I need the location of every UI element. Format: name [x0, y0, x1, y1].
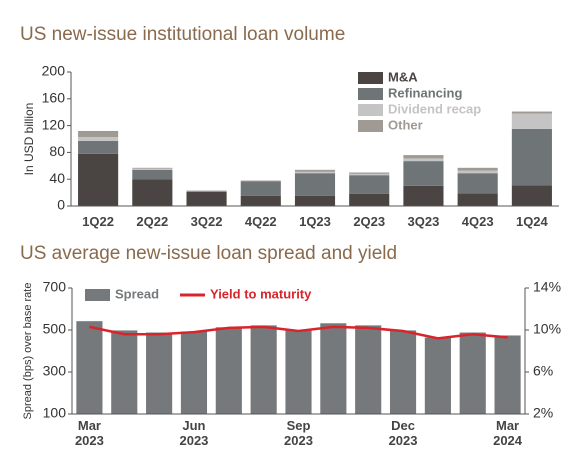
x-tick-label: 4Q22 [244, 214, 277, 229]
bar [132, 179, 173, 206]
x-tick-label: 3Q23 [407, 214, 440, 229]
bar [240, 195, 281, 206]
x-tick-label: 1Q24 [515, 214, 548, 229]
chart-title: US average new-issue loan spread and yie… [20, 243, 397, 264]
legend-swatch [358, 120, 383, 132]
bar [457, 173, 498, 194]
bar [511, 185, 552, 206]
bar [78, 136, 119, 142]
bar [511, 111, 552, 114]
legend-swatch [358, 72, 383, 84]
bar [389, 330, 417, 414]
x-tick-label: Mar 2023 [74, 418, 104, 448]
legend-swatch [85, 289, 110, 301]
y2-tick-label: 2% [533, 405, 553, 421]
y-tick-label: 40 [49, 170, 65, 186]
y-tick-label: 200 [42, 63, 66, 79]
bar [403, 185, 444, 206]
legend-label: Yield to maturity [210, 286, 312, 301]
legend-label: Other [388, 117, 423, 132]
bar [180, 331, 208, 414]
bar [78, 153, 119, 206]
legend-label: Spread [115, 286, 159, 301]
y2-tick-label: 14% [533, 279, 561, 295]
y-tick-label: 80 [49, 143, 65, 159]
legend-swatch [358, 104, 383, 116]
x-tick-label: Mar 2024 [493, 418, 523, 448]
legend-label: Dividend recap [388, 101, 481, 116]
bar [250, 325, 277, 414]
line [89, 325, 508, 340]
x-tick-label: Dec 2023 [388, 418, 418, 448]
y-tick-label: 0 [57, 197, 65, 213]
bar [132, 169, 173, 180]
bar [294, 171, 336, 174]
bar [186, 190, 227, 192]
bar [494, 335, 521, 414]
y-tick-label: 700 [43, 279, 67, 295]
bar [294, 169, 336, 172]
bar [294, 195, 336, 206]
bar [403, 161, 444, 186]
bar [76, 321, 103, 414]
bar [349, 175, 390, 194]
x-tick-label: Sep 2023 [284, 418, 313, 448]
bar [132, 168, 173, 170]
bar [349, 173, 390, 176]
x-tick-label: 1Q22 [82, 214, 115, 229]
x-tick-label: 2Q22 [136, 214, 169, 229]
bar [240, 180, 281, 182]
y-tick-label: 120 [42, 116, 66, 132]
chart-title: US new-issue institutional loan volume [20, 24, 345, 45]
y-axis-label: In USD billion [22, 103, 36, 176]
y-tick-label: 160 [42, 90, 66, 106]
bar [457, 193, 498, 206]
bar [355, 325, 382, 414]
bar [459, 332, 486, 414]
x-tick-label: 4Q23 [461, 214, 494, 229]
bar [511, 113, 552, 129]
legend-label: Refinancing [388, 85, 462, 100]
bar [424, 337, 451, 414]
x-tick-label: 2Q23 [353, 214, 386, 229]
bar [186, 191, 227, 192]
bar [457, 170, 498, 174]
bar [294, 173, 336, 196]
bar [403, 155, 444, 159]
bar [78, 130, 119, 137]
legend-swatch [358, 88, 383, 100]
bar [349, 172, 390, 174]
bar [132, 167, 173, 169]
x-tick-label: 3Q22 [190, 214, 223, 229]
y2-tick-label: 6% [533, 363, 553, 379]
y2-tick-label: 10% [533, 321, 561, 337]
bar [215, 327, 242, 414]
bar [78, 141, 119, 154]
bar [457, 167, 498, 171]
bar [320, 323, 347, 414]
bar [349, 193, 390, 206]
y-tick-label: 500 [43, 321, 67, 337]
bar [240, 181, 281, 196]
y-tick-label: 300 [43, 363, 67, 379]
bar [511, 128, 552, 186]
y-axis-label: Spread (bps) over base rate [22, 283, 34, 420]
y-tick-label: 100 [43, 405, 67, 421]
bar [111, 330, 138, 414]
bar [186, 191, 227, 206]
bar [146, 332, 173, 414]
bar [403, 158, 444, 162]
x-tick-label: Jun 2023 [179, 418, 209, 448]
bar [285, 330, 312, 414]
x-tick-label: 1Q23 [299, 214, 331, 229]
legend-label: M&A [388, 69, 418, 84]
